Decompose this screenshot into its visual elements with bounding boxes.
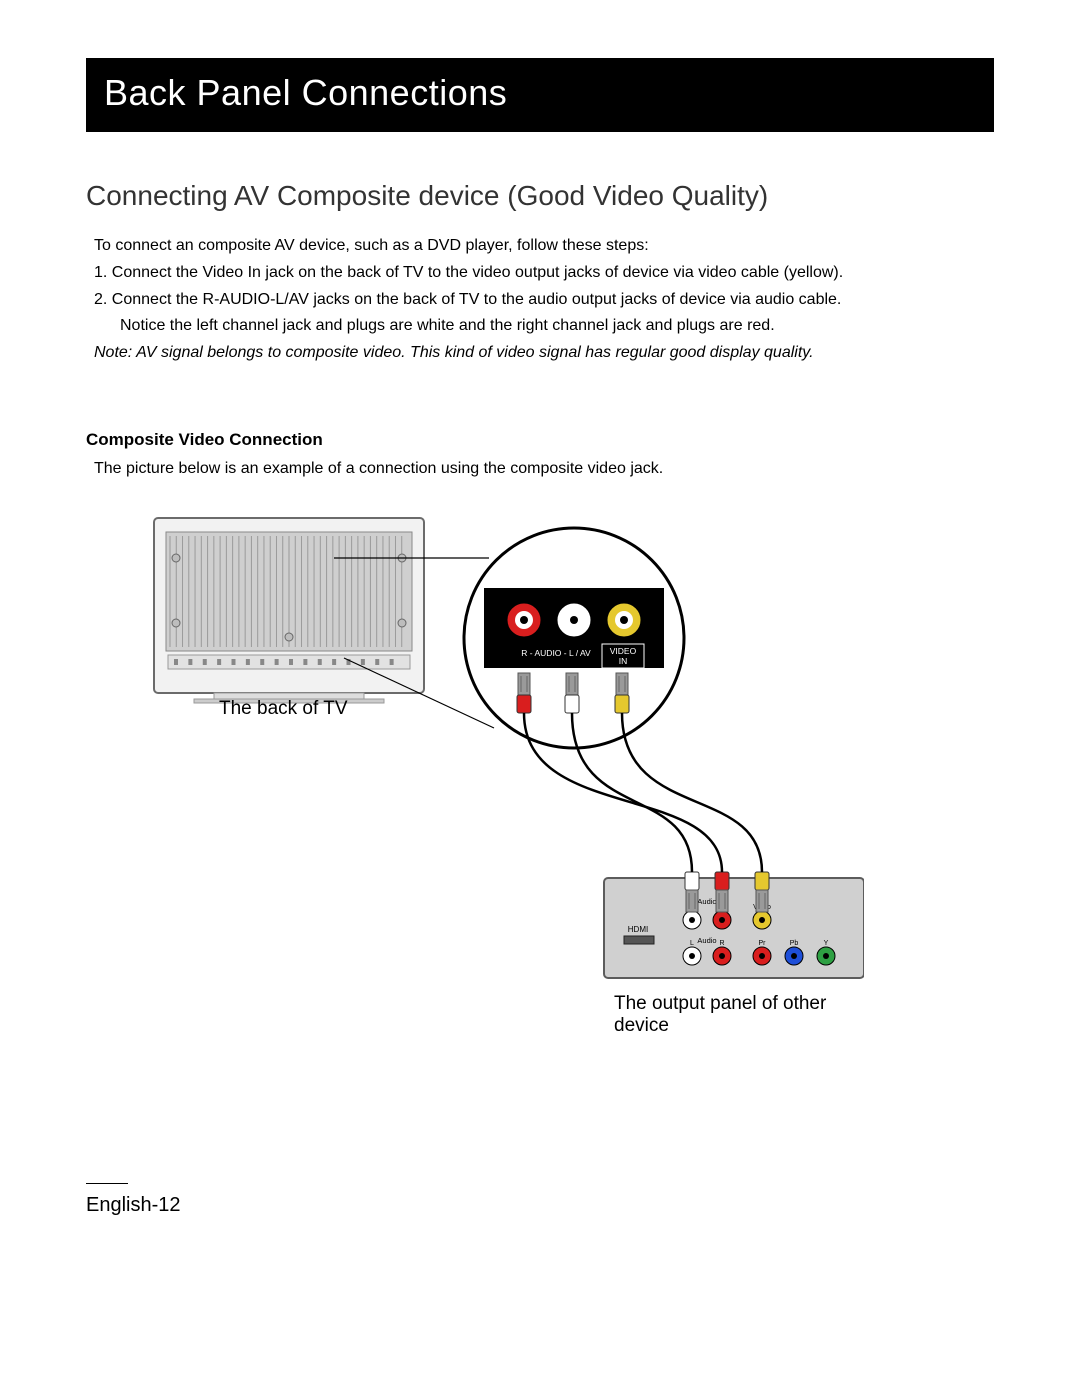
header-title: Back Panel Connections bbox=[104, 72, 507, 113]
connection-diagram: R - AUDIO - L / AVVIDEOINHDMIAudioLRVide… bbox=[144, 508, 864, 1048]
step-2: 2. Connect the R-AUDIO-L/AV jacks on the… bbox=[94, 288, 994, 313]
intro-text: To connect an composite AV device, such … bbox=[94, 234, 994, 259]
svg-text:L: L bbox=[690, 940, 694, 947]
section-title: Connecting AV Composite device (Good Vid… bbox=[86, 180, 994, 212]
svg-text:Y: Y bbox=[824, 940, 829, 947]
page-header: Back Panel Connections bbox=[86, 58, 994, 132]
svg-text:VIDEO: VIDEO bbox=[610, 646, 637, 656]
page-footer: English-12 bbox=[86, 1183, 181, 1217]
svg-text:HDMI: HDMI bbox=[628, 925, 648, 934]
svg-text:Audio: Audio bbox=[697, 897, 716, 906]
svg-text:IN: IN bbox=[619, 656, 628, 666]
svg-text:R - AUDIO - L / AV: R - AUDIO - L / AV bbox=[521, 648, 591, 658]
step-2-cont: Notice the left channel jack and plugs a… bbox=[94, 314, 994, 339]
footer-rule bbox=[86, 1183, 128, 1184]
diagram-svg: R - AUDIO - L / AVVIDEOINHDMIAudioLRVide… bbox=[144, 508, 864, 1048]
note-text: Note: AV signal belongs to composite vid… bbox=[94, 341, 994, 366]
footer-text: English-12 bbox=[86, 1194, 181, 1216]
svg-text:Pb: Pb bbox=[790, 940, 799, 947]
step-1: 1. Connect the Video In jack on the back… bbox=[94, 261, 994, 286]
body-text: To connect an composite AV device, such … bbox=[94, 234, 994, 366]
svg-text:Audio: Audio bbox=[697, 936, 716, 945]
device-caption: The output panel of other device bbox=[614, 993, 864, 1037]
sub-heading: Composite Video Connection bbox=[86, 430, 994, 450]
svg-text:R: R bbox=[719, 940, 724, 947]
sub-caption: The picture below is an example of a con… bbox=[94, 460, 994, 478]
tv-caption: The back of TV bbox=[219, 698, 348, 720]
svg-text:Pr: Pr bbox=[759, 940, 767, 947]
